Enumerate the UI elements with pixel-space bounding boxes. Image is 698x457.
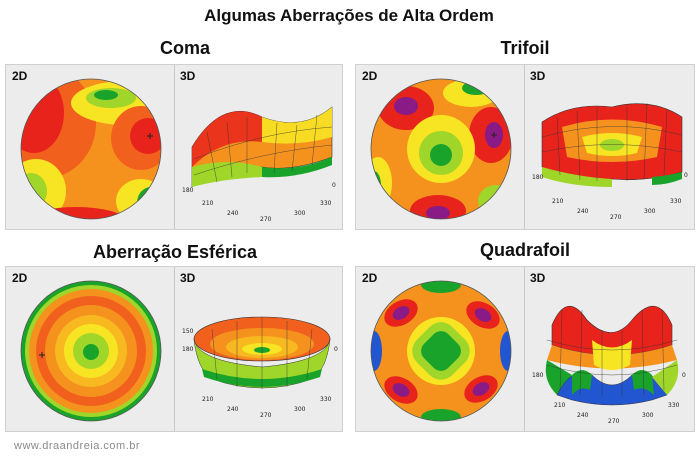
quadrafoil-tick-210: 210 (554, 402, 566, 409)
trifoil-3d-surface: 180 0 210 240 270 300 330 (532, 102, 688, 221)
website-footer: www.draandreia.com.br (14, 440, 141, 452)
coma-panel: 2D 3D (5, 64, 343, 230)
esferica-tick-210: 210 (202, 396, 214, 403)
panel-title-trifoil: Trifoil (500, 38, 550, 58)
quadrafoil-tick-240: 240 (577, 412, 589, 419)
esferica-2d-map (20, 280, 162, 422)
trifoil-tick-0: 0 (684, 172, 688, 179)
esferica-panel: 2D 3D 150 180 0 210 (5, 266, 343, 432)
quadrafoil-tick-270: 270 (608, 418, 620, 425)
coma-tick-330: 330 (320, 200, 332, 207)
quadrafoil-2d-label: 2D (362, 271, 378, 285)
esferica-tick-0: 0 (334, 346, 338, 353)
esferica-tick-300: 300 (294, 406, 306, 413)
quadrafoil-3d-label: 3D (530, 271, 546, 285)
trifoil-tick-270: 270 (610, 214, 622, 221)
panel-title-aberracao-esferica: Aberração Esférica (92, 242, 258, 262)
quadrafoil-tick-330: 330 (668, 402, 680, 409)
esferica-tick-150: 150 (182, 328, 194, 335)
quadrafoil-tick-300: 300 (642, 412, 654, 419)
coma-tick-300: 300 (294, 210, 306, 217)
quadrafoil-3d-surface: 180 0 210 240 270 300 330 (532, 305, 686, 425)
quadrafoil-tick-0: 0 (682, 372, 686, 379)
coma-tick-0: 0 (332, 182, 336, 189)
panel-title-coma: Coma (159, 38, 210, 58)
esferica-2d-label: 2D (12, 271, 28, 285)
coma-tick-180: 180 (182, 187, 194, 194)
quadrafoil-panel: 2D 3D (355, 266, 695, 432)
esferica-3d-surface: 150 180 0 210 240 270 300 330 (182, 316, 338, 419)
esferica-tick-180: 180 (182, 346, 194, 353)
quadrafoil-tick-180: 180 (532, 372, 544, 379)
trifoil-tick-240: 240 (577, 208, 589, 215)
esferica-3d-label: 3D (180, 271, 196, 285)
esferica-tick-330: 330 (320, 396, 332, 403)
coma-tick-240: 240 (227, 210, 239, 217)
coma-tick-210: 210 (202, 200, 214, 207)
esferica-tick-270: 270 (260, 412, 272, 419)
coma-2d-label: 2D (12, 69, 28, 83)
esferica-tick-240: 240 (227, 406, 239, 413)
trifoil-tick-180: 180 (532, 174, 544, 181)
panel-title-quadrafoil: Quadrafoil (479, 240, 570, 260)
coma-tick-270: 270 (260, 216, 272, 223)
page-title: Algumas Aberrações de Alta Ordem (204, 6, 494, 25)
trifoil-2d-label: 2D (362, 69, 378, 83)
trifoil-tick-300: 300 (644, 208, 656, 215)
trifoil-3d-label: 3D (530, 69, 546, 83)
trifoil-tick-330: 330 (670, 198, 682, 205)
coma-3d-surface: 180 0 210 240 270 300 330 (182, 106, 336, 223)
coma-3d-label: 3D (180, 69, 196, 83)
trifoil-panel: 2D 3D (355, 64, 695, 230)
quadrafoil-2d-map (370, 280, 512, 422)
trifoil-tick-210: 210 (552, 198, 564, 205)
coma-2d-map (20, 78, 162, 220)
trifoil-2d-map (370, 78, 512, 220)
